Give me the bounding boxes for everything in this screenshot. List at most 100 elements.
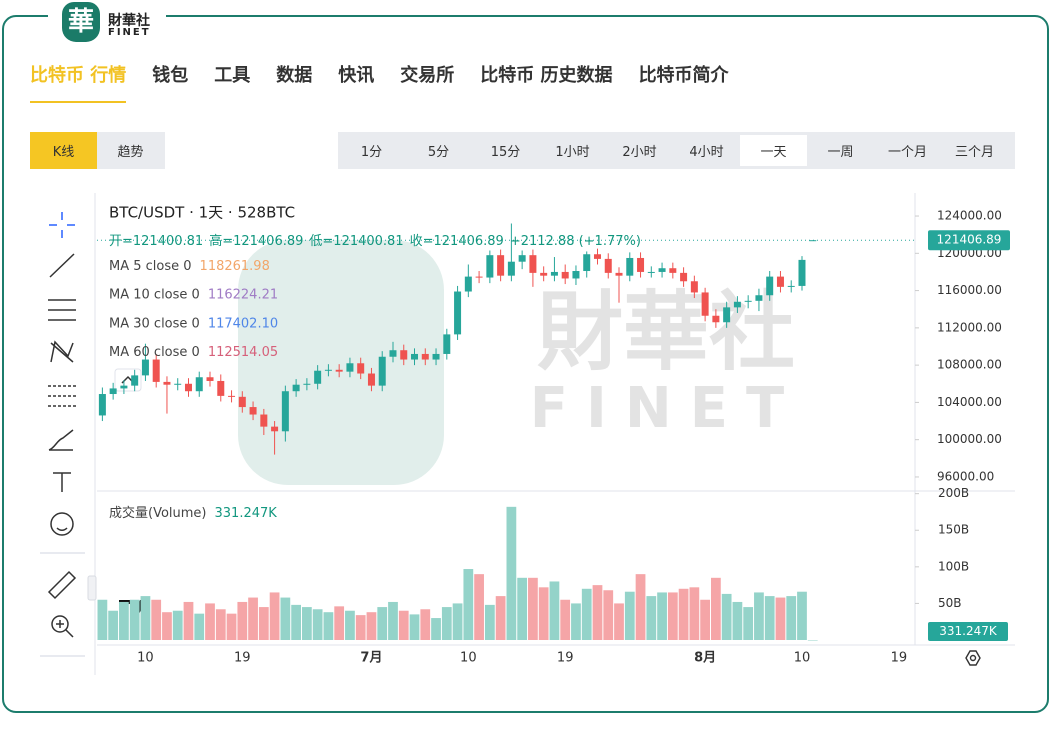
nav-tab[interactable]: 比特币 历史数据 — [480, 65, 613, 86]
tool-pattern[interactable] — [50, 340, 74, 363]
tool-text[interactable] — [53, 472, 71, 492]
tool-zoom[interactable] — [51, 615, 69, 633]
volume-bar — [151, 599, 162, 640]
interval-button[interactable]: 三个月 — [954, 145, 994, 160]
volume-bar — [732, 601, 743, 640]
volume-bar — [441, 607, 452, 640]
candle-body — [561, 271, 569, 279]
volume-bar — [183, 601, 194, 640]
tool-crosshair[interactable] — [49, 212, 75, 238]
interval-button[interactable]: 一天 — [740, 135, 807, 166]
volume-bar — [786, 596, 797, 640]
nav-tab[interactable]: 钱包 — [152, 65, 189, 86]
candle-body — [518, 255, 526, 262]
logo-text: 財華社 — [108, 13, 150, 29]
volume-bar — [398, 610, 409, 640]
volume-bar — [215, 609, 226, 640]
candle-body — [680, 272, 688, 282]
logo[interactable]: 華 財華社 FINET — [48, 0, 166, 46]
candle-body — [389, 350, 397, 357]
candle-body — [593, 254, 601, 259]
candle-body — [604, 258, 612, 273]
tool-channel[interactable] — [48, 299, 76, 321]
volume-bar — [162, 612, 172, 640]
volume-bar — [463, 569, 474, 640]
volume-legend: 成交量(Volume) 331.247K — [109, 505, 277, 521]
candle-body — [755, 295, 763, 301]
volume-bar — [108, 610, 119, 640]
y-tick-label: 124000.00 — [937, 209, 1002, 223]
candle-body — [583, 254, 591, 272]
price-tag: 121406.89 — [937, 233, 1002, 247]
volume-bar — [119, 601, 129, 640]
volume-bar — [797, 591, 807, 640]
collapse-toolbar[interactable] — [87, 575, 97, 601]
nav-tab[interactable]: 比特币简介 — [638, 65, 729, 86]
x-tick-label: 19 — [891, 651, 908, 666]
volume-bar — [667, 592, 678, 640]
interval-button[interactable]: 4小时 — [689, 145, 724, 160]
tool-brush[interactable] — [48, 429, 74, 451]
y2-tick-label: 200B — [938, 486, 969, 500]
candle-body — [486, 255, 494, 278]
candle-body — [109, 388, 117, 395]
indicator-name: MA 60 close 0 — [109, 345, 200, 360]
nav-tab[interactable]: 快讯 — [338, 65, 375, 86]
interval-button[interactable]: 一周 — [827, 145, 854, 160]
candle-body — [184, 383, 192, 392]
candle-body — [669, 268, 677, 273]
candle-body — [464, 276, 472, 292]
interval-button[interactable]: 1分 — [360, 145, 383, 160]
candle-body — [217, 380, 225, 396]
volume-bar — [592, 585, 603, 640]
volume-bar — [226, 613, 237, 640]
volume-bar — [194, 613, 205, 640]
nav-tab[interactable]: 交易所 — [400, 65, 455, 86]
tool-emoji[interactable] — [50, 512, 74, 536]
volume-title: 成交量(Volume) — [109, 505, 207, 521]
indicator-legend: MA 60 close 0 112514.05 — [109, 345, 278, 360]
frame — [2, 15, 1049, 713]
tool-line[interactable] — [49, 253, 75, 278]
tool-emoji-mouth — [56, 527, 68, 531]
volume-bar — [614, 603, 624, 640]
settings[interactable] — [965, 650, 981, 666]
volume-bar — [646, 596, 657, 640]
volume-bar — [743, 607, 754, 640]
interval-button[interactable]: 15分 — [490, 145, 521, 160]
candle-body — [249, 407, 257, 415]
candle-body — [454, 291, 462, 335]
volume-bar — [172, 610, 183, 640]
candle-body — [637, 257, 645, 272]
interval-button[interactable]: 一个月 — [887, 145, 927, 160]
ohlc-value: 收=121406.89 — [410, 234, 504, 249]
candle-body — [324, 369, 332, 371]
watermark-text: 財華社 — [537, 282, 795, 382]
interval-button[interactable]: 1小时 — [555, 145, 590, 160]
y-tick-label: 104000.00 — [937, 395, 1002, 409]
candle-body — [206, 377, 214, 381]
volume-bar — [388, 601, 398, 640]
x-tick-label: 10 — [794, 651, 811, 666]
volume-bar — [657, 592, 667, 640]
mode-button[interactable]: 趋势 — [117, 145, 144, 160]
indicator-value: 116224.21 — [208, 287, 278, 302]
tool-ruler[interactable] — [47, 570, 77, 600]
y2-tick-label: 50B — [938, 596, 962, 610]
volume-bar — [258, 607, 269, 640]
candle-body — [163, 381, 171, 385]
volume-bar — [721, 593, 732, 640]
candle-body — [766, 276, 774, 296]
interval-button[interactable]: 2小时 — [622, 145, 657, 160]
nav-tab[interactable]: 比特币 行情 — [30, 61, 127, 103]
volume-bar — [506, 506, 517, 640]
mode-button[interactable]: K线 — [30, 132, 97, 169]
tool-fib[interactable] — [48, 385, 76, 407]
nav-tab[interactable]: 工具 — [214, 65, 251, 86]
tool-zoom-plus — [56, 620, 74, 638]
volume-bar — [377, 607, 388, 640]
toolbar[interactable] — [40, 212, 85, 657]
interval-button[interactable]: 5分 — [427, 145, 450, 160]
nav-tab[interactable]: 数据 — [276, 65, 313, 86]
volume-bar — [495, 596, 506, 640]
